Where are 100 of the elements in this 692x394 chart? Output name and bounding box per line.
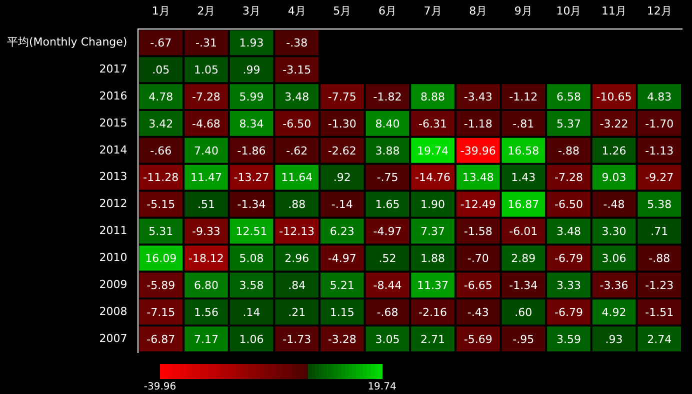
data-label: 5.99 [239, 90, 264, 104]
data-label: 3.88 [375, 144, 400, 158]
data-label: -1.82 [373, 90, 402, 104]
data-label: -4.68 [192, 117, 220, 130]
data-label: -1.70 [645, 117, 674, 130]
x-tick-label: 1月 [152, 4, 170, 18]
x-tick-label: 5月 [333, 4, 352, 18]
x-tick-label: 3月 [242, 4, 261, 18]
data-label: 1.88 [420, 252, 446, 265]
x-tick-label: 6月 [378, 4, 396, 18]
data-label: -1.58 [464, 225, 492, 238]
data-label: 5.38 [647, 198, 672, 212]
data-label: -.43 [467, 306, 489, 319]
data-label: -6.65 [464, 278, 492, 292]
data-label: 8.88 [420, 90, 446, 104]
data-label: -.14 [331, 198, 353, 212]
data-label: -.62 [286, 144, 308, 158]
data-label: -14.76 [415, 171, 451, 184]
data-label: 2.89 [511, 252, 536, 265]
data-label: 1.05 [194, 63, 218, 76]
y-tick-label: 2007 [99, 332, 128, 345]
color-bar-label: -39.96 [144, 382, 176, 393]
data-label: -1.30 [328, 117, 356, 130]
data-label: 8.34 [239, 117, 264, 130]
data-label: .05 [152, 63, 170, 76]
data-label: 1.90 [420, 198, 446, 212]
data-label: -.70 [467, 252, 489, 265]
data-label: 11.37 [417, 278, 449, 292]
x-tick-label: 10月 [556, 4, 582, 18]
data-label: 5.08 [239, 252, 264, 265]
data-label: -6.79 [554, 252, 583, 265]
data-label: 7.37 [420, 225, 446, 238]
data-label: -7.15 [146, 306, 176, 319]
data-label: 16.87 [508, 198, 540, 212]
y-tick-label: 2009 [99, 278, 128, 291]
data-label: .93 [605, 332, 623, 346]
data-label: -6.50 [282, 117, 312, 130]
data-label: .51 [197, 198, 215, 212]
data-label: 3.06 [602, 252, 626, 265]
y-tick-label: 2017 [99, 62, 128, 76]
data-label: -18.12 [188, 252, 224, 265]
data-label: -.67 [150, 36, 172, 50]
data-label: -6.01 [509, 225, 538, 238]
data-label: -12.49 [460, 198, 496, 212]
data-label: 5.37 [556, 117, 581, 130]
data-label: 3.33 [556, 278, 581, 292]
data-label: -9.33 [192, 225, 220, 238]
data-label: -5.15 [146, 198, 176, 212]
data-label: 1.26 [602, 144, 626, 158]
data-label: -4.97 [373, 225, 402, 238]
data-label: 2.96 [284, 252, 310, 265]
y-tick-label: 2010 [99, 250, 128, 264]
data-label: .21 [288, 306, 306, 319]
data-label: -13.27 [234, 171, 270, 184]
x-tick-label: 8月 [469, 4, 488, 18]
color-bar-label: 19.74 [368, 382, 396, 393]
data-label: -7.28 [192, 90, 220, 104]
data-label: 1.56 [194, 306, 218, 319]
y-tick-label: 2015 [99, 116, 128, 130]
x-tick-label: 9月 [514, 4, 532, 18]
data-label: -.81 [512, 117, 534, 130]
data-label: -2.62 [328, 144, 356, 158]
data-label: 1.15 [330, 306, 354, 319]
x-tick-label: 4月 [288, 4, 306, 18]
y-tick-label: 2016 [99, 89, 128, 102]
data-label: -6.87 [146, 332, 176, 346]
data-label: -.48 [603, 198, 625, 212]
data-label: -3.15 [282, 63, 312, 76]
data-label: -7.28 [554, 171, 583, 184]
data-label: -39.96 [460, 144, 496, 158]
data-label: -3.36 [600, 278, 628, 292]
data-label: 13.48 [462, 171, 494, 184]
data-label: 12.51 [236, 225, 268, 238]
data-label: .60 [514, 306, 532, 319]
data-label: -7.75 [328, 90, 356, 104]
data-label: 2.71 [420, 332, 446, 346]
data-label: 4.92 [602, 306, 626, 319]
data-label: -1.12 [509, 90, 538, 104]
data-label: 3.48 [556, 225, 581, 238]
data-label: 6.23 [330, 225, 354, 238]
data-label: -12.13 [279, 225, 315, 238]
data-label: -4.97 [328, 252, 356, 265]
y-tick-label: 平均(Monthly Change) [6, 36, 128, 49]
x-tick-label: 11月 [602, 4, 627, 18]
data-label: -3.22 [600, 117, 628, 130]
data-label: 6.80 [194, 278, 218, 292]
data-label: .88 [288, 198, 306, 212]
y-tick-label: 2011 [99, 224, 128, 238]
data-label: -.31 [195, 36, 217, 50]
data-label: -.68 [376, 306, 398, 319]
data-label: -.95 [512, 332, 534, 346]
data-label: 3.05 [375, 332, 400, 346]
data-label: -10.65 [596, 90, 632, 104]
data-label: -11.28 [143, 171, 179, 184]
data-label: 4.78 [148, 90, 174, 104]
data-label: 7.40 [194, 144, 218, 158]
data-label: .14 [242, 306, 260, 319]
x-tick-label: 2月 [197, 4, 216, 18]
data-label: -1.18 [464, 117, 492, 130]
data-label: -9.27 [645, 171, 674, 184]
